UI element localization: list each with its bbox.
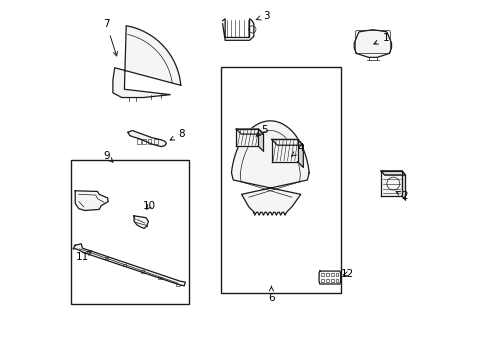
Polygon shape — [353, 30, 391, 57]
Bar — [321, 273, 324, 276]
Bar — [335, 279, 338, 282]
Text: 9: 9 — [103, 150, 113, 162]
Bar — [330, 273, 333, 276]
Text: 4: 4 — [291, 143, 304, 156]
Bar — [147, 139, 151, 144]
Text: 2: 2 — [395, 191, 407, 201]
Bar — [330, 279, 333, 282]
Bar — [122, 264, 126, 266]
Text: 11: 11 — [76, 251, 92, 262]
Bar — [154, 139, 158, 144]
Text: 10: 10 — [142, 201, 156, 211]
Text: 7: 7 — [103, 19, 117, 56]
Polygon shape — [271, 139, 297, 162]
Bar — [86, 251, 90, 253]
Polygon shape — [380, 171, 405, 175]
Bar — [335, 273, 338, 276]
Polygon shape — [134, 216, 148, 228]
Text: 3: 3 — [256, 11, 269, 21]
Text: 12: 12 — [341, 269, 354, 279]
Text: 8: 8 — [170, 129, 184, 140]
Bar — [176, 284, 180, 286]
Text: 5: 5 — [256, 125, 267, 136]
Polygon shape — [319, 271, 340, 284]
Bar — [137, 139, 140, 144]
Polygon shape — [236, 129, 263, 134]
Bar — [321, 279, 324, 282]
Polygon shape — [297, 139, 303, 167]
Polygon shape — [113, 26, 181, 98]
Bar — [142, 139, 145, 144]
Polygon shape — [401, 171, 405, 200]
Polygon shape — [73, 244, 185, 286]
Polygon shape — [236, 129, 258, 146]
Polygon shape — [271, 139, 303, 145]
Bar — [140, 270, 144, 273]
Bar — [104, 257, 108, 260]
Bar — [221, 67, 341, 293]
Polygon shape — [258, 129, 263, 151]
Polygon shape — [222, 19, 253, 40]
Bar — [70, 160, 188, 304]
Polygon shape — [75, 191, 108, 211]
Bar — [325, 279, 328, 282]
Text: 1: 1 — [373, 33, 388, 44]
Polygon shape — [380, 171, 401, 196]
Polygon shape — [231, 121, 308, 215]
Bar — [325, 273, 328, 276]
Polygon shape — [128, 131, 166, 147]
Text: 6: 6 — [267, 286, 274, 303]
Bar — [158, 277, 162, 279]
